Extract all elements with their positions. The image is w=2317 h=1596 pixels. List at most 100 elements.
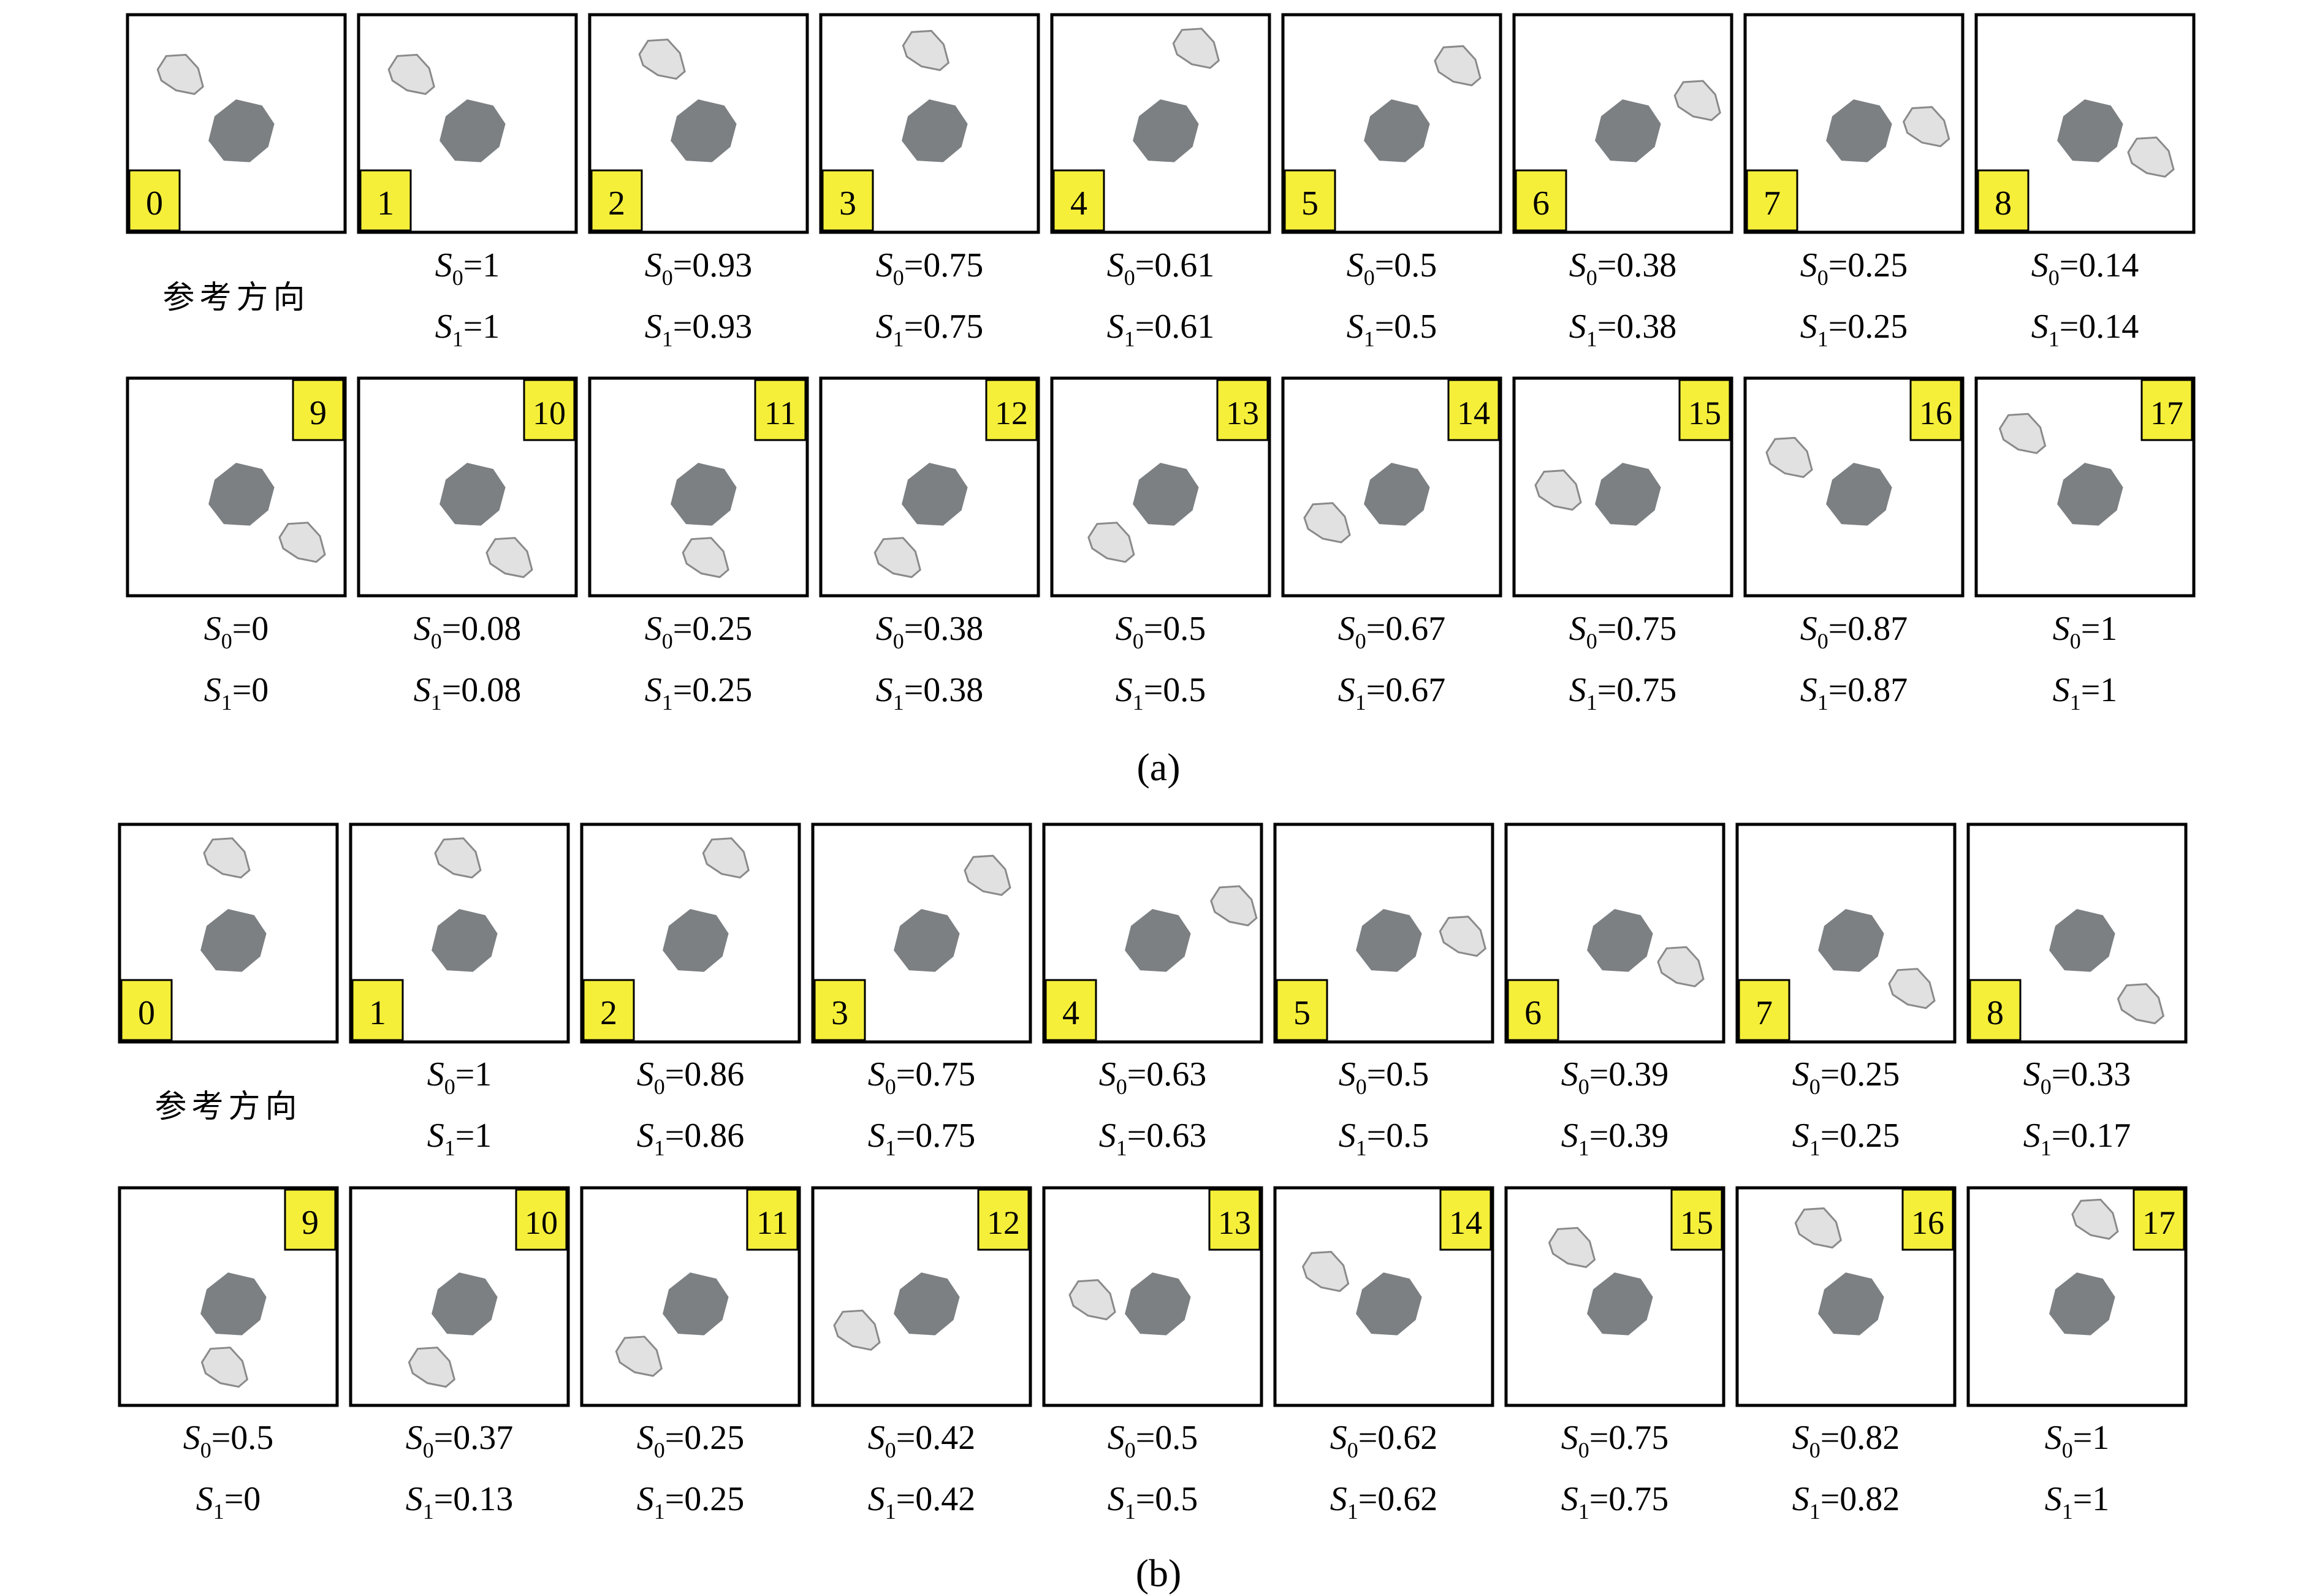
center-rock	[1595, 463, 1661, 526]
s1-value: S1=0.75	[1561, 1482, 1669, 1522]
frame-number-badge	[1746, 169, 1798, 232]
center-rock	[671, 99, 737, 162]
s0-value: S0=1	[427, 1057, 492, 1098]
s1-value: S1=0.13	[406, 1482, 514, 1522]
s1-value: S1=0.75	[868, 1119, 976, 1159]
value: =0.5	[1135, 1480, 1198, 1518]
variable-s: S	[1098, 1117, 1116, 1155]
value: =0.5	[1366, 1117, 1429, 1155]
variable-s: S	[1792, 1055, 1809, 1093]
frame-number-badge	[1216, 379, 1269, 441]
subscript: 0	[885, 1074, 896, 1099]
moving-rock	[682, 537, 729, 579]
s0-value: S0=0.08	[414, 612, 522, 652]
value: =1	[455, 1117, 492, 1155]
value: =0.39	[1589, 1117, 1669, 1155]
frame-number: 14	[1457, 395, 1490, 431]
subscript: 0	[892, 265, 904, 290]
moving-rock	[1765, 436, 1813, 478]
subscript: 1	[892, 327, 904, 351]
frame-number-badge	[292, 379, 344, 441]
subscript: 1	[885, 1136, 896, 1160]
moving-rock	[1302, 1250, 1350, 1293]
subscript: 0	[2048, 265, 2060, 290]
variable-s: S	[636, 1480, 654, 1518]
center-rock	[208, 99, 275, 162]
frame-number: 7	[1763, 184, 1781, 222]
value: =0.67	[1366, 671, 1446, 709]
frame-number-badge	[515, 1188, 568, 1251]
frame-number: 8	[1987, 994, 2004, 1032]
center-rock	[902, 99, 968, 162]
s1-value: S1=0	[204, 673, 269, 713]
value: =0	[232, 610, 269, 648]
s0-value: S0=0.87	[1800, 612, 1908, 652]
variable-s: S	[1330, 1480, 1347, 1518]
frame-number: 0	[146, 184, 163, 222]
s1-value: S1=0.14	[2031, 310, 2139, 350]
moving-rock	[1068, 1279, 1116, 1321]
value: =0.38	[1597, 246, 1677, 284]
frame-number: 3	[839, 184, 856, 222]
center-rock	[894, 909, 960, 972]
s0-value: S0=0.63	[1099, 1057, 1207, 1098]
s1-value: S1=0.63	[1099, 1119, 1207, 1159]
subscript: 1	[653, 1499, 665, 1524]
s0-value: S0=0.62	[1330, 1421, 1438, 1461]
subscript: 0	[885, 1438, 896, 1462]
value: =1	[2072, 1419, 2110, 1457]
variable-s: S	[644, 308, 662, 346]
center-rock	[200, 1272, 267, 1336]
subscript: 1	[1578, 1136, 1589, 1160]
value: =0.25	[1820, 1055, 1900, 1093]
value: =0.42	[896, 1480, 976, 1518]
frame-number: 13	[1226, 395, 1259, 431]
moving-rock	[203, 837, 251, 879]
s0-value: S0=0.5	[1339, 1057, 1429, 1098]
value: =0.5	[1143, 671, 1206, 709]
subscript: 1	[430, 690, 442, 715]
center-rock	[1587, 1272, 1653, 1336]
variable-s: S	[1792, 1419, 1809, 1457]
value: =0.25	[664, 1419, 745, 1457]
frame-number: 17	[2150, 395, 2183, 431]
s0-value: S0=0.25	[1792, 1057, 1900, 1098]
subscript: 0	[2061, 1438, 2073, 1462]
value: =0	[224, 1480, 261, 1518]
value: =1	[2072, 1480, 2110, 1518]
subscript: 0	[1124, 265, 1135, 290]
subscript: 0	[661, 629, 673, 653]
subscript: 1	[1347, 1499, 1358, 1524]
value: =0.86	[664, 1117, 745, 1155]
subscript: 0	[1809, 1074, 1820, 1099]
reference-direction-label: 参考方向	[154, 1089, 302, 1125]
s1-value: S1=1	[2053, 673, 2118, 713]
subscript: 0	[892, 629, 904, 653]
variable-s: S	[636, 1419, 654, 1457]
variable-s: S	[427, 1055, 444, 1093]
subscript: 0	[1355, 1074, 1367, 1099]
moving-rock	[1888, 968, 1936, 1009]
variable-s: S	[427, 1117, 444, 1155]
moving-rock	[638, 39, 686, 80]
s1-value: S1=0.5	[1347, 310, 1437, 350]
frame-number-badge	[1977, 169, 2030, 232]
subscript: 1	[213, 1499, 224, 1524]
moving-rock	[615, 1336, 663, 1377]
frame-number-badge	[2140, 379, 2193, 441]
variable-s: S	[867, 1055, 885, 1093]
frame-number: 11	[756, 1204, 788, 1241]
moving-rock	[2117, 983, 2165, 1025]
value: =1	[455, 1055, 492, 1093]
center-rock	[2049, 909, 2115, 972]
frame-number-badge	[359, 169, 412, 232]
variable-s: S	[1569, 610, 1586, 648]
center-rock	[1826, 99, 1892, 162]
value: =0.5	[1143, 610, 1206, 648]
value: =0.25	[1820, 1117, 1900, 1155]
center-rock	[894, 1272, 960, 1336]
center-rock	[439, 99, 506, 162]
variable-s: S	[1569, 671, 1586, 709]
variable-s: S	[1115, 610, 1133, 648]
